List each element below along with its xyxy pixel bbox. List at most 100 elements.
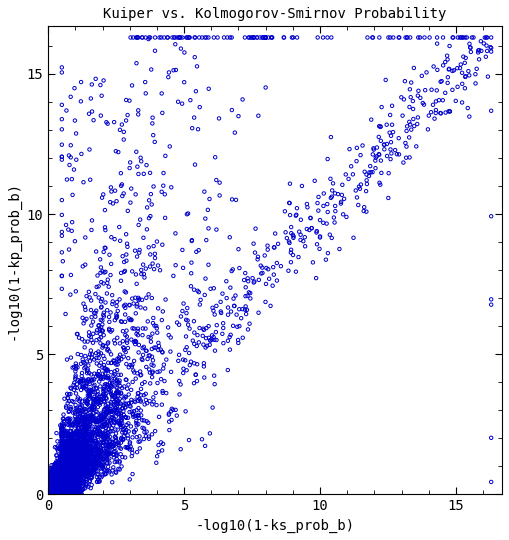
Point <box>177 312 185 321</box>
Point <box>52 485 61 494</box>
Point <box>51 476 60 484</box>
Point <box>45 489 53 497</box>
Point <box>51 483 60 492</box>
Point <box>52 481 60 490</box>
Point <box>45 490 53 498</box>
Point <box>56 485 65 494</box>
Point <box>51 475 60 483</box>
Point <box>51 487 59 496</box>
Point <box>62 106 70 115</box>
Point <box>61 482 69 491</box>
Point <box>62 473 70 482</box>
Point <box>48 487 56 496</box>
Point <box>50 478 58 487</box>
Point <box>58 458 66 467</box>
Point <box>63 482 71 490</box>
Point <box>93 326 101 335</box>
Point <box>48 488 56 496</box>
Point <box>47 486 55 495</box>
Point <box>52 480 60 488</box>
Point <box>103 448 111 456</box>
Point <box>56 479 65 488</box>
Point <box>47 489 55 498</box>
Point <box>52 474 60 482</box>
Point <box>55 487 63 496</box>
Point <box>45 489 53 497</box>
Point <box>53 480 62 488</box>
Point <box>50 487 58 495</box>
Point <box>50 481 59 490</box>
Point <box>47 488 55 497</box>
Point <box>73 329 81 338</box>
Point <box>44 487 52 496</box>
Point <box>55 477 64 485</box>
Point <box>68 472 76 481</box>
Point <box>54 483 62 492</box>
Point <box>46 478 54 487</box>
Point <box>60 482 68 491</box>
Point <box>132 59 140 68</box>
Point <box>53 488 61 496</box>
Point <box>49 477 57 486</box>
Point <box>51 483 59 492</box>
Point <box>154 304 162 313</box>
Point <box>50 490 58 499</box>
Point <box>79 464 87 473</box>
Point <box>54 476 63 485</box>
Point <box>52 487 60 495</box>
Point <box>46 483 54 492</box>
Point <box>54 484 62 493</box>
Point <box>50 478 59 487</box>
Point <box>59 475 67 483</box>
Point <box>61 466 69 475</box>
Point <box>52 488 60 496</box>
Point <box>116 339 124 348</box>
Point <box>57 470 65 479</box>
Point <box>70 479 78 488</box>
Point <box>51 481 59 489</box>
Point <box>48 487 56 496</box>
Point <box>70 462 78 470</box>
Point <box>286 211 294 219</box>
Point <box>56 477 64 486</box>
Point <box>51 482 59 490</box>
Point <box>47 488 55 496</box>
Point <box>54 487 62 495</box>
Point <box>55 483 63 492</box>
Point <box>47 482 55 490</box>
Point <box>54 482 62 491</box>
Point <box>72 481 80 490</box>
Point <box>484 72 492 81</box>
Point <box>50 477 59 485</box>
Point <box>64 474 72 483</box>
Point <box>86 391 94 400</box>
Point <box>44 471 52 480</box>
Point <box>52 476 61 484</box>
Point <box>51 481 60 490</box>
Point <box>161 152 169 160</box>
Point <box>48 489 56 498</box>
Point <box>51 475 59 483</box>
Point <box>51 483 59 491</box>
Point <box>58 455 66 463</box>
Point <box>49 486 57 495</box>
Point <box>71 479 79 488</box>
Point <box>51 465 60 474</box>
Point <box>64 485 72 494</box>
Point <box>51 487 59 496</box>
Point <box>48 472 56 481</box>
Point <box>80 424 89 433</box>
Point <box>65 463 73 472</box>
Point <box>50 483 59 491</box>
Point <box>53 484 61 493</box>
Point <box>56 489 65 497</box>
Point <box>47 484 55 492</box>
Point <box>72 478 80 487</box>
Point <box>48 484 56 492</box>
Point <box>84 361 93 370</box>
Point <box>73 445 81 454</box>
Point <box>414 33 422 42</box>
Point <box>72 359 80 368</box>
Point <box>63 437 71 446</box>
Point <box>60 488 68 497</box>
